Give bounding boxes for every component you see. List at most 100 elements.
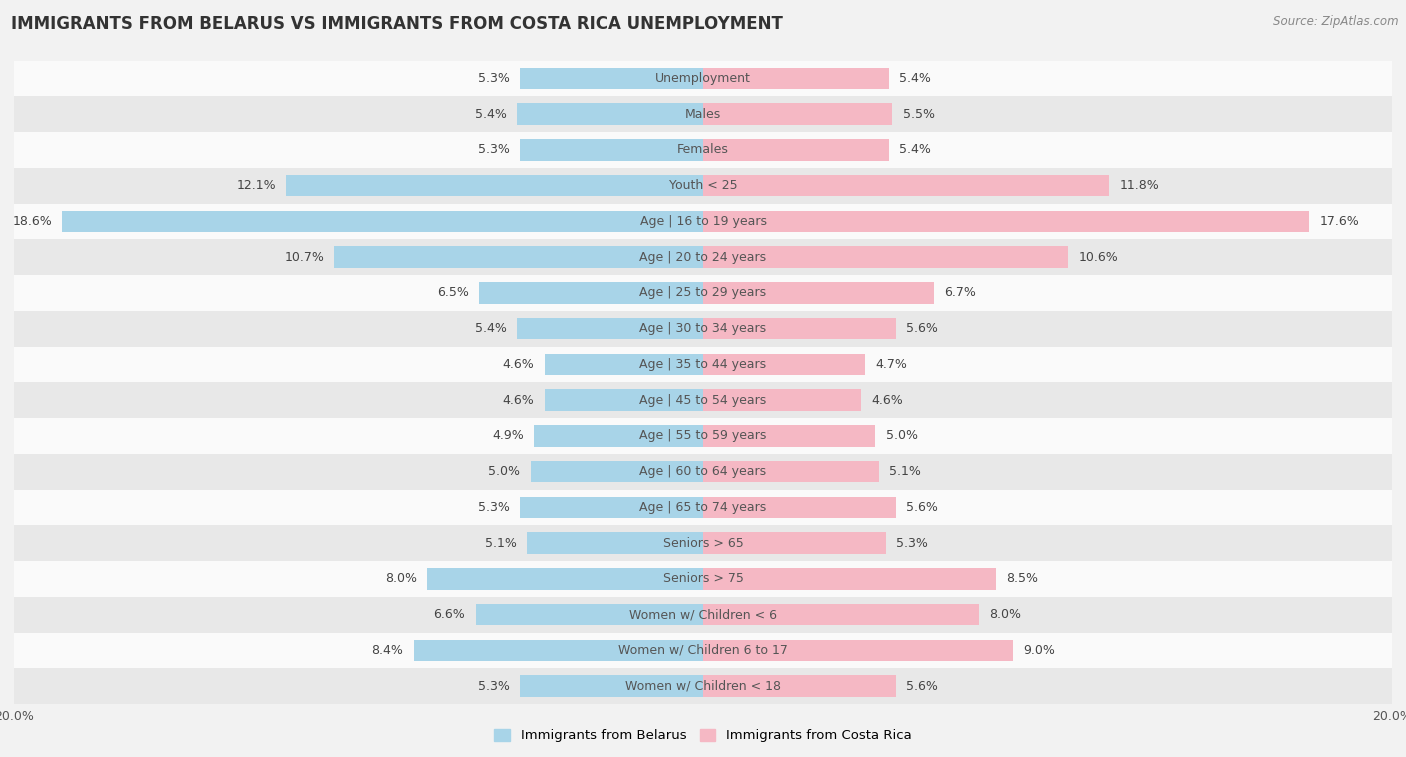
- Text: 5.0%: 5.0%: [886, 429, 918, 442]
- Bar: [527, 532, 703, 554]
- Text: 5.4%: 5.4%: [900, 143, 931, 157]
- Bar: [703, 461, 879, 482]
- Bar: [14, 132, 1392, 168]
- Text: 8.0%: 8.0%: [385, 572, 418, 585]
- Text: Age | 20 to 24 years: Age | 20 to 24 years: [640, 251, 766, 263]
- Bar: [703, 425, 875, 447]
- Bar: [703, 640, 1012, 661]
- Text: Age | 30 to 34 years: Age | 30 to 34 years: [640, 322, 766, 335]
- Text: 5.3%: 5.3%: [478, 72, 510, 85]
- Text: 5.3%: 5.3%: [478, 143, 510, 157]
- Text: 5.6%: 5.6%: [907, 322, 938, 335]
- Text: Seniors > 65: Seniors > 65: [662, 537, 744, 550]
- Text: IMMIGRANTS FROM BELARUS VS IMMIGRANTS FROM COSTA RICA UNEMPLOYMENT: IMMIGRANTS FROM BELARUS VS IMMIGRANTS FR…: [11, 15, 783, 33]
- Text: Males: Males: [685, 107, 721, 120]
- Bar: [520, 497, 703, 518]
- Bar: [14, 561, 1392, 597]
- Text: 5.1%: 5.1%: [485, 537, 517, 550]
- Bar: [703, 497, 896, 518]
- Text: Unemployment: Unemployment: [655, 72, 751, 85]
- Text: 8.4%: 8.4%: [371, 644, 404, 657]
- Bar: [14, 525, 1392, 561]
- Text: 10.7%: 10.7%: [284, 251, 323, 263]
- Text: 5.4%: 5.4%: [475, 107, 506, 120]
- Text: 4.6%: 4.6%: [502, 358, 534, 371]
- Text: 10.6%: 10.6%: [1078, 251, 1118, 263]
- Bar: [544, 389, 703, 411]
- Text: 12.1%: 12.1%: [236, 179, 276, 192]
- Bar: [14, 239, 1392, 275]
- Text: 4.9%: 4.9%: [492, 429, 524, 442]
- Bar: [703, 318, 896, 339]
- Bar: [14, 96, 1392, 132]
- Legend: Immigrants from Belarus, Immigrants from Costa Rica: Immigrants from Belarus, Immigrants from…: [495, 729, 911, 743]
- Bar: [287, 175, 703, 196]
- Bar: [517, 318, 703, 339]
- Text: 5.3%: 5.3%: [478, 680, 510, 693]
- Text: 5.6%: 5.6%: [907, 501, 938, 514]
- Text: Women w/ Children < 18: Women w/ Children < 18: [626, 680, 780, 693]
- Text: Youth < 25: Youth < 25: [669, 179, 737, 192]
- Text: 5.3%: 5.3%: [478, 501, 510, 514]
- Bar: [534, 425, 703, 447]
- Bar: [14, 311, 1392, 347]
- Bar: [14, 347, 1392, 382]
- Bar: [14, 633, 1392, 668]
- Bar: [544, 354, 703, 375]
- Bar: [703, 282, 934, 304]
- Bar: [413, 640, 703, 661]
- Text: 5.3%: 5.3%: [896, 537, 928, 550]
- Bar: [62, 210, 703, 232]
- Text: 4.6%: 4.6%: [502, 394, 534, 407]
- Bar: [531, 461, 703, 482]
- Bar: [14, 597, 1392, 633]
- Text: 4.6%: 4.6%: [872, 394, 904, 407]
- Text: Age | 35 to 44 years: Age | 35 to 44 years: [640, 358, 766, 371]
- Text: 6.7%: 6.7%: [945, 286, 976, 300]
- Text: 8.5%: 8.5%: [1007, 572, 1038, 585]
- Text: 5.0%: 5.0%: [488, 465, 520, 478]
- Bar: [14, 668, 1392, 704]
- Text: 9.0%: 9.0%: [1024, 644, 1056, 657]
- Text: Age | 60 to 64 years: Age | 60 to 64 years: [640, 465, 766, 478]
- Bar: [479, 282, 703, 304]
- Text: 5.5%: 5.5%: [903, 107, 935, 120]
- Bar: [703, 675, 896, 697]
- Bar: [703, 532, 886, 554]
- Bar: [703, 569, 995, 590]
- Bar: [520, 139, 703, 160]
- Text: 5.4%: 5.4%: [900, 72, 931, 85]
- Bar: [517, 104, 703, 125]
- Bar: [14, 275, 1392, 311]
- Text: Women w/ Children < 6: Women w/ Children < 6: [628, 608, 778, 621]
- Text: Age | 25 to 29 years: Age | 25 to 29 years: [640, 286, 766, 300]
- Text: 18.6%: 18.6%: [13, 215, 52, 228]
- Text: 5.1%: 5.1%: [889, 465, 921, 478]
- Bar: [14, 490, 1392, 525]
- Text: Age | 55 to 59 years: Age | 55 to 59 years: [640, 429, 766, 442]
- Text: Source: ZipAtlas.com: Source: ZipAtlas.com: [1274, 15, 1399, 28]
- Text: Women w/ Children 6 to 17: Women w/ Children 6 to 17: [619, 644, 787, 657]
- Bar: [703, 139, 889, 160]
- Text: 6.5%: 6.5%: [437, 286, 468, 300]
- Bar: [703, 354, 865, 375]
- Bar: [703, 389, 862, 411]
- Bar: [335, 247, 703, 268]
- Bar: [703, 604, 979, 625]
- Text: Age | 16 to 19 years: Age | 16 to 19 years: [640, 215, 766, 228]
- Text: 11.8%: 11.8%: [1119, 179, 1160, 192]
- Bar: [703, 247, 1069, 268]
- Bar: [14, 61, 1392, 96]
- Bar: [703, 175, 1109, 196]
- Text: 4.7%: 4.7%: [875, 358, 907, 371]
- Text: 5.4%: 5.4%: [475, 322, 506, 335]
- Bar: [520, 67, 703, 89]
- Bar: [14, 204, 1392, 239]
- Bar: [14, 382, 1392, 418]
- Bar: [427, 569, 703, 590]
- Text: 8.0%: 8.0%: [988, 608, 1021, 621]
- Bar: [475, 604, 703, 625]
- Bar: [703, 210, 1309, 232]
- Bar: [703, 67, 889, 89]
- Text: 5.6%: 5.6%: [907, 680, 938, 693]
